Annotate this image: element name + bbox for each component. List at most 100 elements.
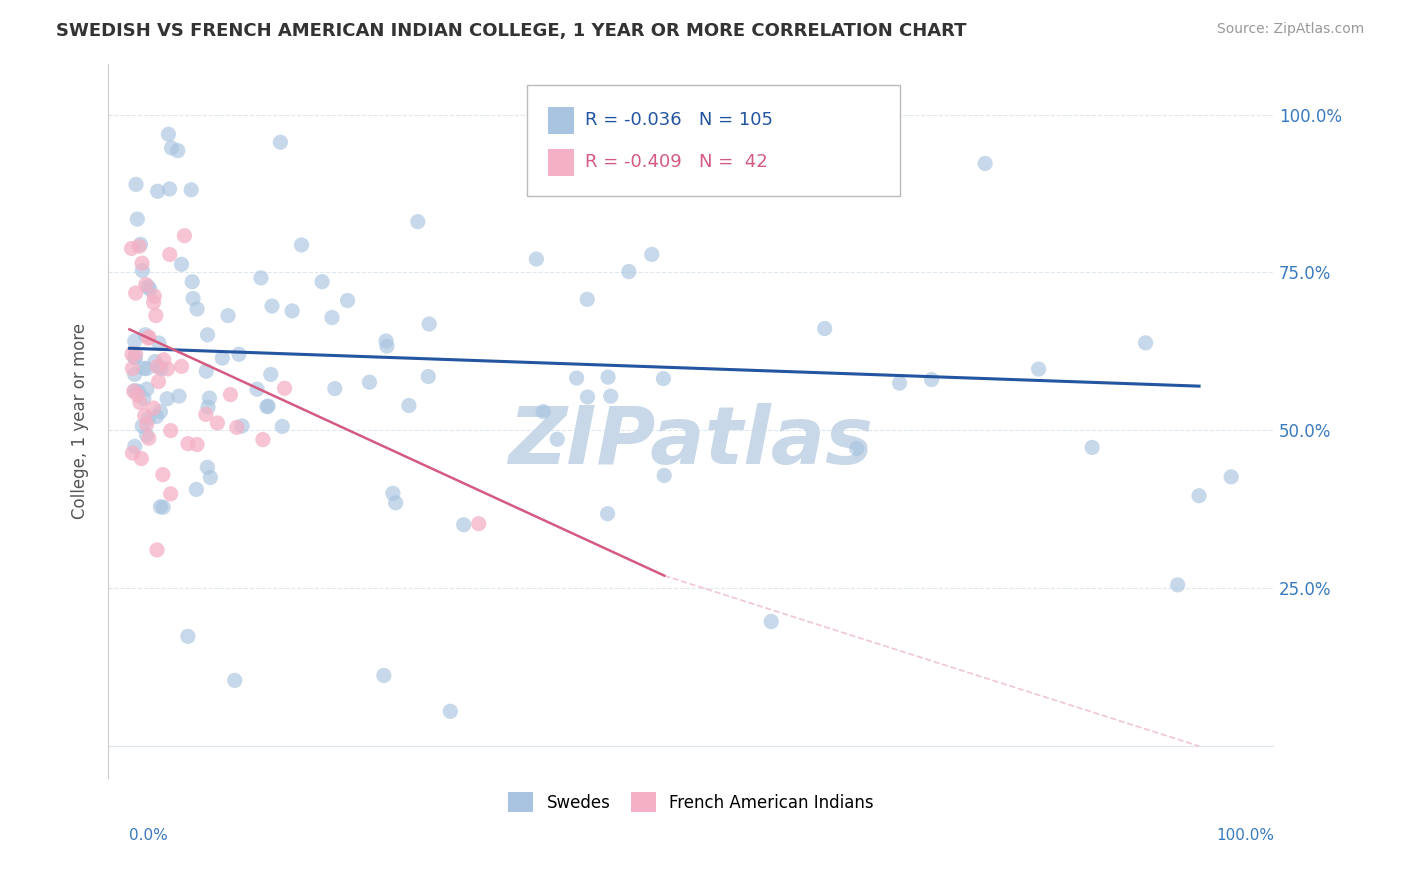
Point <box>135 417 157 432</box>
Point <box>814 321 837 335</box>
Point <box>599 389 621 403</box>
Point <box>131 451 153 466</box>
Point <box>143 289 166 303</box>
Point <box>406 215 429 229</box>
Point <box>524 252 547 266</box>
Point <box>121 446 143 460</box>
Point <box>260 299 283 313</box>
Point <box>125 178 148 192</box>
Point <box>418 369 440 384</box>
Point <box>225 420 247 434</box>
Point <box>375 339 398 353</box>
Point <box>131 263 153 277</box>
Point <box>246 382 269 396</box>
Point <box>596 370 619 384</box>
Point <box>256 400 278 414</box>
Text: SWEDISH VS FRENCH AMERICAN INDIAN COLLEGE, 1 YEAR OR MORE CORRELATION CHART: SWEDISH VS FRENCH AMERICAN INDIAN COLLEG… <box>56 22 967 40</box>
Point <box>219 387 242 401</box>
Point <box>142 295 165 310</box>
Point <box>149 500 172 514</box>
Point <box>145 309 167 323</box>
Point <box>181 275 204 289</box>
Point <box>1167 578 1189 592</box>
Point <box>177 629 200 643</box>
Point <box>150 361 173 376</box>
Point <box>273 381 295 395</box>
Point <box>124 347 146 361</box>
Point <box>132 392 155 406</box>
Point <box>207 416 229 430</box>
Text: 0.0%: 0.0% <box>129 828 169 843</box>
Point <box>186 483 208 497</box>
Point <box>381 486 404 500</box>
Point <box>159 247 181 261</box>
Point <box>136 279 159 293</box>
Point <box>167 389 190 403</box>
Point <box>159 424 181 438</box>
Point <box>127 384 149 399</box>
Point <box>145 409 167 424</box>
Point <box>139 282 162 296</box>
Point <box>125 286 148 301</box>
Point <box>152 500 174 515</box>
Y-axis label: College, 1 year or more: College, 1 year or more <box>72 323 89 519</box>
Point <box>228 347 250 361</box>
Text: Source: ZipAtlas.com: Source: ZipAtlas.com <box>1216 22 1364 37</box>
Point <box>224 673 246 688</box>
Point <box>170 257 193 271</box>
Point <box>131 419 153 434</box>
Point <box>194 408 217 422</box>
Point <box>197 327 219 342</box>
Legend: Swedes, French American Indians: Swedes, French American Indians <box>501 784 882 821</box>
Point <box>124 351 146 365</box>
Point <box>217 309 239 323</box>
Point <box>467 516 489 531</box>
Point <box>129 395 152 409</box>
Point <box>311 275 333 289</box>
Text: ZIPatlas: ZIPatlas <box>509 403 873 482</box>
Point <box>974 156 997 170</box>
Point <box>197 400 219 414</box>
Point <box>152 467 174 482</box>
Point <box>148 359 170 374</box>
Point <box>148 375 170 389</box>
Point <box>124 439 146 453</box>
Point <box>1220 470 1243 484</box>
Point <box>156 392 179 406</box>
Point <box>138 330 160 344</box>
Point <box>641 247 664 261</box>
Point <box>138 411 160 425</box>
Point <box>1188 489 1211 503</box>
Point <box>257 399 280 413</box>
Point <box>200 470 222 484</box>
Point <box>148 336 170 351</box>
Point <box>124 368 146 382</box>
Point <box>336 293 359 308</box>
Point <box>531 404 554 418</box>
Point <box>921 373 943 387</box>
Point <box>160 141 183 155</box>
Point <box>759 615 782 629</box>
Point <box>127 388 149 402</box>
Point <box>453 517 475 532</box>
Point <box>260 368 283 382</box>
Point <box>122 384 145 399</box>
Point <box>1135 335 1157 350</box>
Point <box>652 468 675 483</box>
Point <box>159 182 181 196</box>
Point <box>195 460 218 475</box>
Point <box>250 270 273 285</box>
Point <box>252 433 274 447</box>
Point <box>127 212 149 227</box>
Point <box>124 334 146 348</box>
Point <box>170 359 193 374</box>
Point <box>211 351 233 365</box>
Point <box>565 371 588 385</box>
Point <box>384 496 406 510</box>
Point <box>149 405 172 419</box>
Point <box>617 264 640 278</box>
Point <box>146 184 169 198</box>
Point <box>439 704 461 718</box>
Point <box>576 390 599 404</box>
Point <box>186 301 208 316</box>
